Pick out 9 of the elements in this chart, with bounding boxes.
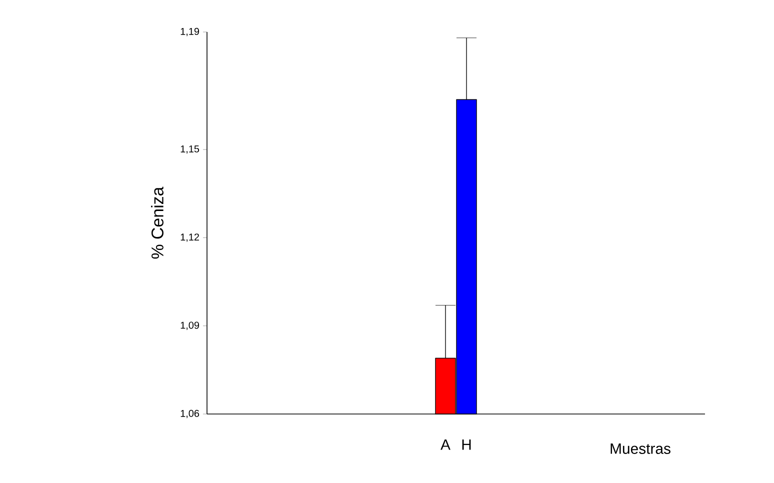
x-tick-label: A [440, 440, 450, 450]
y-tick-label: 1,12 [180, 234, 199, 242]
x-tick-label: H [462, 440, 471, 450]
y-tick-label: 1,19 [180, 28, 200, 36]
y-tick-label: 1,09 [180, 322, 200, 330]
y-axis-title: % Ceniza [151, 186, 164, 259]
y-tick-label: 1,15 [180, 145, 200, 154]
y-tick-label: 1,06 [180, 410, 200, 418]
x-axis-title: Muestras [610, 444, 670, 454]
